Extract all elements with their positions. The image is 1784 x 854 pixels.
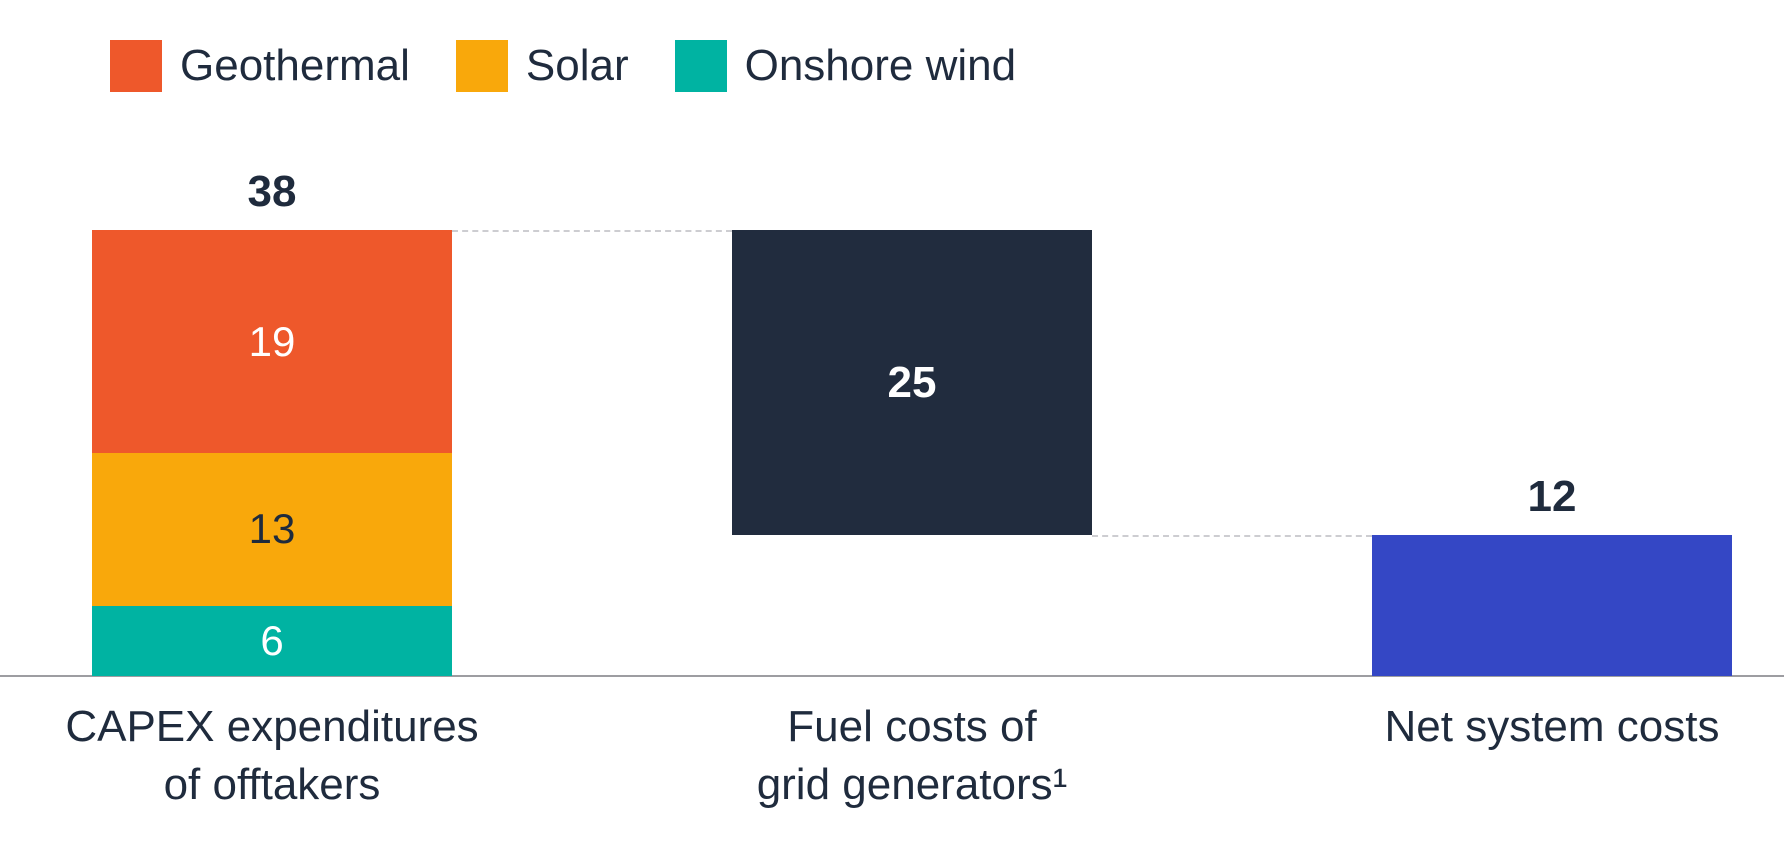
legend-swatch — [110, 40, 162, 92]
category-label-line: Net system costs — [1384, 702, 1720, 751]
category-label: Fuel costs of grid generators¹ — [642, 698, 1182, 814]
legend: Geothermal Solar Onshore wind — [110, 40, 1016, 92]
bar-segment-onshore-wind: 6 — [92, 605, 452, 676]
bar-capex-expenditures: 19 13 6 — [92, 230, 452, 676]
legend-swatch — [455, 40, 508, 92]
connector-dashed-bottom — [1092, 535, 1372, 538]
category-label: Net system costs — [1282, 698, 1784, 756]
bar-total-label: 12 — [1527, 472, 1577, 522]
category-label: CAPEX expenditures of offtakers — [2, 698, 542, 814]
category-label-line: grid generators¹ — [756, 760, 1068, 809]
segment-value-label: 19 — [248, 317, 296, 365]
legend-item: Onshore wind — [674, 40, 1017, 92]
bar-fuel-costs: 25 — [732, 230, 1092, 536]
legend-label: Solar — [525, 41, 629, 90]
legend-swatch — [674, 40, 727, 92]
bar-net-system-costs — [1372, 535, 1732, 676]
bar-value-label: 25 — [887, 357, 937, 407]
legend-label: Onshore wind — [744, 41, 1017, 90]
category-label-line: Fuel costs of — [787, 702, 1037, 751]
segment-value-label: 6 — [260, 616, 284, 664]
bar-segment-solar: 13 — [92, 453, 452, 606]
segment-value-label: 13 — [248, 505, 296, 553]
connector-dashed-top — [452, 230, 732, 232]
category-label-line: CAPEX expenditures — [65, 702, 479, 751]
x-axis-line — [0, 675, 1784, 677]
legend-item: Geothermal — [110, 40, 410, 92]
legend-label: Geothermal — [180, 41, 410, 90]
bar-total-label: 38 — [247, 167, 297, 216]
legend-item: Solar — [455, 40, 629, 92]
bar-segment-geothermal: 19 — [92, 230, 452, 453]
category-label-line: of offtakers — [163, 760, 381, 809]
